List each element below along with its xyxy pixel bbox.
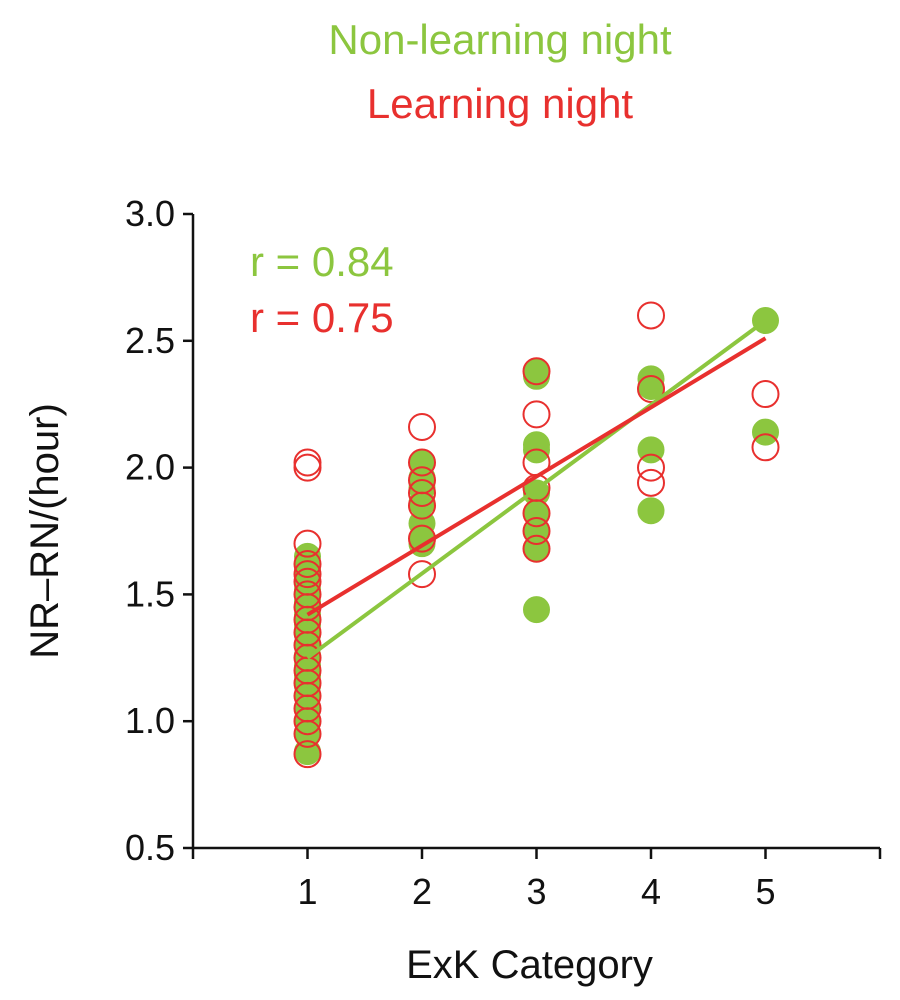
y-tick-label: 2.0: [125, 447, 175, 488]
learning-night-point: [408, 448, 436, 477]
non-learning-night-point: [637, 497, 665, 525]
y-tick-label: 3.0: [125, 193, 175, 234]
x-tick-label: 3: [526, 871, 546, 912]
y-tick-label: 1.0: [125, 700, 175, 741]
r-value-learning: r = 0.75: [250, 294, 394, 341]
learning-night-point: [293, 448, 322, 477]
non-learning-night-point: [752, 418, 779, 446]
trend-lines: [306, 318, 767, 660]
learning-night-point: [637, 468, 665, 497]
non-learning-night-trend-line: [306, 318, 767, 660]
correlation-annotations: r = 0.84 r = 0.75: [250, 238, 394, 341]
r-value-non-learning: r = 0.84: [250, 238, 394, 285]
y-axis-label: NR–RN/(hour): [23, 403, 67, 659]
non-learning-night-point: [637, 365, 665, 393]
learning-night-point: [408, 413, 436, 442]
learning-night-point: [637, 453, 665, 482]
learning-night-point: [751, 433, 780, 462]
learning-night-point: [751, 380, 780, 409]
non-learning-night-point: [523, 596, 550, 624]
data-points: [293, 301, 780, 769]
learning-night-point: [293, 580, 322, 609]
y-tick-label: 0.5: [125, 827, 175, 868]
learning-night-point: [293, 567, 322, 596]
learning-night-point: [408, 560, 436, 589]
learning-night-point: [522, 517, 551, 545]
x-tick-label: 4: [641, 871, 661, 912]
learning-night-point: [637, 301, 665, 330]
x-tick-label: 1: [297, 871, 317, 912]
learning-night-point: [293, 529, 322, 558]
legend-entry-non-learning-night: Non-learning night: [328, 16, 672, 63]
learning-night-point: [293, 453, 322, 482]
y-tick-label: 1.5: [125, 573, 175, 614]
x-axis-label: ExK Category: [406, 943, 653, 987]
y-tick-label: 2.5: [125, 320, 175, 361]
legend: Non-learning night Learning night: [328, 16, 672, 127]
learning-night-point: [293, 560, 322, 589]
axes: 0.5 1.0 1.5 2.0 2.5 3.0 1 2 3 4 5 ExK Category NR–RN…: [23, 193, 882, 987]
x-tick-label: 5: [755, 871, 775, 912]
learning-night-point: [522, 400, 551, 429]
learning-night-point: [408, 466, 436, 495]
legend-entry-learning-night: Learning night: [367, 80, 634, 127]
learning-night-point: [408, 478, 436, 507]
learning-night-point: [637, 374, 665, 403]
x-tick-label: 2: [412, 871, 432, 912]
learning-night-point: [522, 357, 551, 386]
learning-night-point: [522, 534, 551, 563]
learning-night-trend-line: [306, 336, 767, 617]
learning-night-point: [293, 740, 322, 769]
learning-night-point: [293, 549, 322, 578]
